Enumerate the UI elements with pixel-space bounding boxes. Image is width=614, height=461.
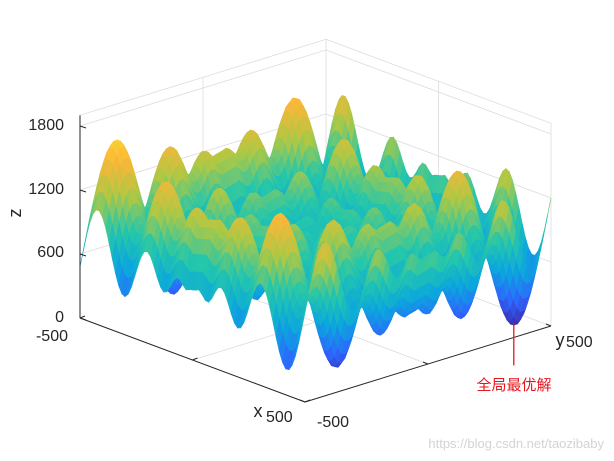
front-axes [79, 115, 552, 403]
y-tick-mark [299, 399, 306, 403]
z-gridline [79, 49, 552, 135]
surface-patch [301, 294, 309, 329]
watermark: https://blog.csdn.net/taozibaby [428, 436, 604, 451]
x-tick-mark [192, 357, 198, 361]
y-tick-mark [422, 361, 429, 365]
z-tick-mark [79, 253, 87, 257]
z-tick-mark [79, 317, 87, 321]
annotation-label: 全局最优解 [476, 376, 551, 394]
y-axis-label: y [556, 330, 565, 350]
x-tick-mark [304, 399, 311, 403]
y-tick-mark [545, 323, 552, 327]
z-tick-600: 600 [37, 244, 64, 261]
x-axis-label: x [254, 401, 263, 421]
y-tick-max: 500 [566, 334, 593, 351]
z-tick-0: 0 [55, 309, 64, 326]
z-tick-mark [79, 125, 87, 129]
z-tick-mark [79, 189, 87, 193]
z-tick-1200: 1200 [28, 181, 64, 198]
y-tick-min: -500 [317, 414, 349, 431]
z-axis-label: z [5, 209, 25, 218]
x-tick-max: 500 [266, 409, 293, 426]
x-tick-mark [79, 315, 86, 319]
z-tick-1800: 1800 [28, 117, 64, 134]
x-tick-min: -500 [36, 328, 68, 345]
right-wall-edge [325, 38, 552, 326]
surface-mesh [79, 95, 552, 371]
